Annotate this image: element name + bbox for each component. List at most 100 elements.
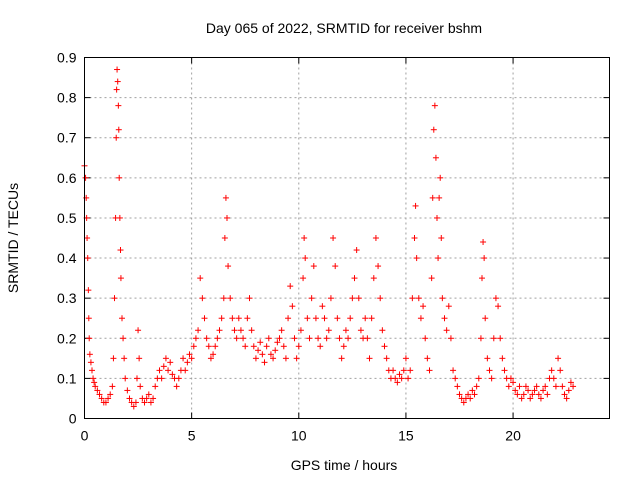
data-point [107, 391, 114, 398]
data-point [136, 355, 143, 362]
data-point [407, 367, 414, 374]
data-point [158, 375, 165, 382]
grid [84, 57, 610, 419]
data-point [141, 399, 148, 406]
data-point [91, 379, 98, 386]
data-point [565, 387, 572, 394]
data-point [325, 327, 332, 334]
data-point [381, 343, 388, 350]
data-point [121, 355, 128, 362]
data-point [429, 194, 436, 201]
data-point [428, 275, 435, 282]
data-point [137, 383, 144, 390]
data-point [368, 315, 375, 322]
data-point [250, 343, 257, 350]
data-point [255, 347, 262, 354]
data-point [117, 275, 124, 282]
data-point [438, 235, 445, 241]
data-point [203, 335, 210, 342]
data-point [124, 387, 131, 394]
data-point [398, 375, 405, 382]
data-point [510, 379, 517, 386]
data-point [563, 395, 570, 402]
data-point [479, 275, 485, 282]
data-point [527, 395, 534, 402]
data-point [86, 335, 93, 342]
data-point [242, 343, 249, 350]
data-point [426, 367, 433, 374]
data-point [366, 355, 373, 362]
data-point [122, 375, 129, 382]
y-tick-label: 0.1 [57, 370, 77, 386]
data-point [92, 383, 99, 390]
data-point [252, 355, 259, 362]
data-point [105, 395, 112, 402]
data-point [555, 355, 562, 362]
data-point [135, 327, 142, 334]
data-point [525, 387, 532, 394]
data-point [90, 375, 97, 382]
data-point [221, 235, 228, 241]
data-point [413, 255, 420, 262]
data-point [372, 235, 379, 241]
y-tick-label: 0.9 [57, 50, 77, 66]
data-point [233, 335, 240, 342]
data-point [420, 303, 427, 310]
data-point [235, 315, 242, 322]
data-point [443, 327, 450, 334]
data-point [480, 239, 487, 246]
data-point [405, 375, 412, 382]
data-point [259, 351, 266, 358]
data-point [315, 335, 322, 342]
data-point [119, 315, 125, 322]
data-point [173, 383, 180, 390]
data-point [332, 263, 339, 270]
data-point [357, 327, 364, 334]
data-point [165, 367, 172, 374]
data-point [330, 235, 337, 241]
data-point [162, 355, 169, 362]
data-point [412, 202, 419, 209]
data-point [557, 367, 564, 374]
y-tick-label: 0.6 [57, 170, 77, 186]
data-point [351, 275, 358, 282]
data-point [102, 399, 109, 406]
data-point [280, 343, 287, 350]
axes: 0 0.1 0.2 0.3 0.4 0.5 0.6 0.7 0.8 0.9 0 5 10 15 20 [57, 50, 610, 444]
data-point [190, 343, 197, 350]
data-point [548, 367, 555, 374]
data-point [87, 359, 94, 366]
data-point [94, 387, 101, 394]
data-point [227, 295, 234, 302]
data-point [115, 126, 122, 133]
data-point [336, 335, 343, 342]
data-point [282, 355, 289, 362]
data-point [550, 375, 557, 382]
data-point [434, 214, 440, 221]
y-tick-label: 0.4 [57, 250, 77, 266]
data-point [115, 102, 122, 109]
data-point [291, 335, 298, 342]
data-point [529, 391, 536, 398]
data-point [488, 375, 495, 382]
data-point [327, 295, 334, 302]
data-point [225, 263, 232, 270]
data-point [516, 383, 523, 390]
data-point [300, 275, 307, 282]
data-points [81, 66, 577, 410]
data-point [567, 379, 574, 386]
data-point [293, 355, 300, 362]
data-point [304, 315, 311, 322]
data-point [490, 335, 497, 342]
data-point [492, 295, 499, 302]
data-point [126, 395, 133, 402]
data-point [212, 343, 219, 350]
data-point [437, 174, 444, 181]
data-point [535, 391, 542, 398]
data-point [214, 335, 221, 342]
data-point [186, 351, 193, 358]
data-point [495, 303, 502, 310]
data-point [295, 343, 302, 350]
data-point [289, 303, 296, 310]
data-point [306, 335, 313, 342]
